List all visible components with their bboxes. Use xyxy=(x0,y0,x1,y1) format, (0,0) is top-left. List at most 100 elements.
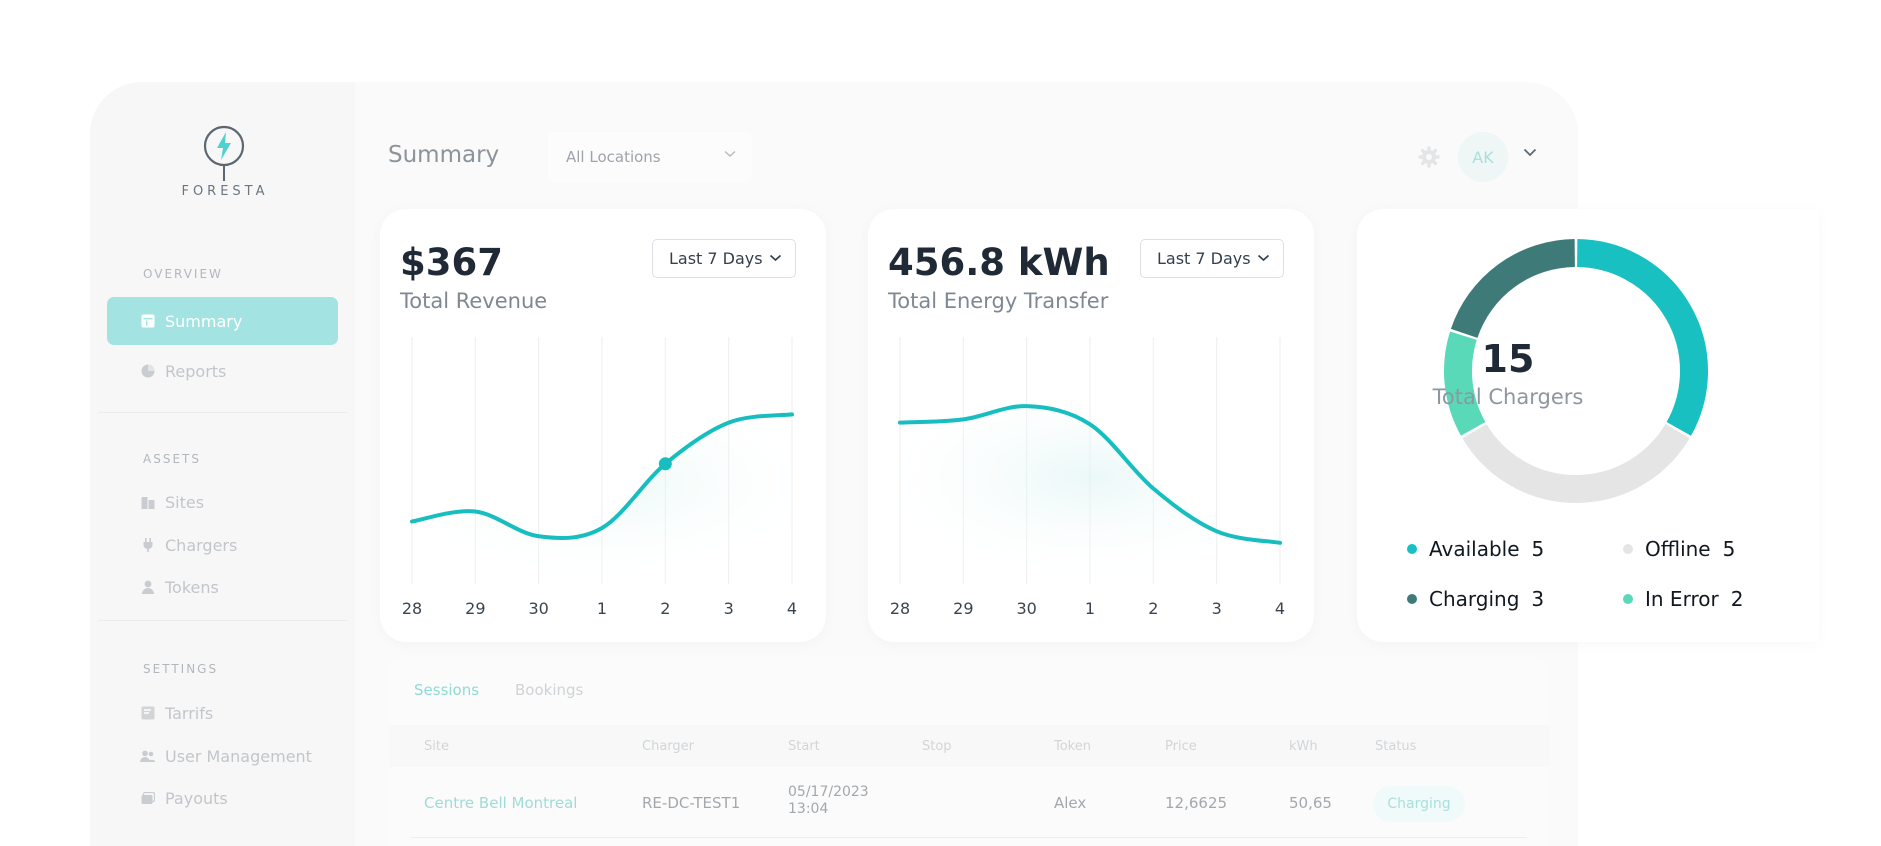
x-tick-label: 30 xyxy=(528,599,548,618)
sidebar-divider xyxy=(98,412,348,413)
tab-sessions[interactable]: Sessions xyxy=(414,681,480,699)
legend-count: 5 xyxy=(1722,537,1736,561)
column-header-price: Price xyxy=(1165,739,1197,754)
row-charger: RE-DC-TEST1 xyxy=(642,794,741,812)
x-tick-label: 3 xyxy=(1212,599,1222,618)
legend-name: Available xyxy=(1429,537,1520,561)
legend-dot xyxy=(1407,544,1417,554)
legend-item-available: Available 5 xyxy=(1407,537,1544,561)
layout-icon xyxy=(140,314,155,329)
energy-value: 456.8 kWh xyxy=(888,241,1110,284)
legend-count: 3 xyxy=(1531,587,1545,611)
row-start-time: 13:04 xyxy=(788,801,829,817)
sidebar-item-label: User Management xyxy=(165,746,312,766)
x-tick-label: 30 xyxy=(1016,599,1036,618)
legend-item-in-error: In Error 2 xyxy=(1623,587,1743,611)
tab-bookings[interactable]: Bookings xyxy=(515,681,584,699)
legend-item-charging: Charging 3 xyxy=(1407,587,1544,611)
sidebar-item-tarrifs[interactable]: Tarrifs xyxy=(107,689,338,737)
column-header-charger: Charger xyxy=(642,739,694,754)
revenue-range-select[interactable]: Last 7 Days xyxy=(652,239,796,278)
tariff-icon xyxy=(140,706,155,721)
total-chargers-value: 15 xyxy=(1481,337,1535,381)
chevron-down-icon xyxy=(1257,254,1270,262)
legend-count: 2 xyxy=(1730,587,1744,611)
revenue-series-line xyxy=(410,412,794,541)
row-price: 12,6625 xyxy=(1165,794,1228,812)
chevron-down-icon xyxy=(769,254,782,262)
section-label-overview: OVERVIEW xyxy=(143,267,223,281)
donut-segment-charging[interactable] xyxy=(1450,239,1576,339)
page-title: Summary xyxy=(388,142,500,168)
user-avatar[interactable]: AK xyxy=(1458,132,1508,182)
column-header-kwh: kWh xyxy=(1289,739,1318,754)
range-select-value: Last 7 Days xyxy=(669,249,763,268)
sidebar-item-chargers[interactable]: Chargers xyxy=(107,521,338,569)
users-icon xyxy=(140,749,155,764)
x-tick-label: 28 xyxy=(890,599,910,618)
energy-series-line xyxy=(898,404,1282,545)
x-tick-label: 1 xyxy=(1085,599,1095,618)
chargers-donut-chart xyxy=(1444,239,1708,503)
legend-dot xyxy=(1407,594,1417,604)
energy-label: Total Energy Transfer xyxy=(888,289,1109,313)
donut-segment-in-error[interactable] xyxy=(1444,331,1486,436)
revenue-card: $367 Total Revenue Last 7 Days 28 29 30 1 2 3… xyxy=(380,209,826,642)
sidebar-item-sites[interactable]: Sites xyxy=(107,478,338,526)
range-select-value: Last 7 Days xyxy=(1157,249,1251,268)
section-label-settings: SETTINGS xyxy=(143,662,219,676)
row-kwh: 50,65 xyxy=(1289,794,1332,812)
sidebar-item-user-management[interactable]: User Management xyxy=(107,732,338,780)
row-token: Alex xyxy=(1054,794,1087,812)
x-tick-label: 4 xyxy=(1275,599,1285,618)
energy-range-select[interactable]: Last 7 Days xyxy=(1140,239,1284,278)
sidebar: FORESTA OVERVIEW Summary Reports ASSETS xyxy=(90,82,355,846)
donut-segment-available[interactable] xyxy=(1576,239,1708,436)
buildings-icon xyxy=(140,495,155,510)
table-header xyxy=(389,725,1549,767)
x-tick-label: 28 xyxy=(402,599,422,618)
plug-icon xyxy=(140,538,155,553)
sidebar-item-reports[interactable]: Reports xyxy=(107,347,338,395)
column-header-stop: Stop xyxy=(922,739,952,754)
legend-name: In Error xyxy=(1645,587,1719,611)
pie-chart-icon xyxy=(140,364,155,379)
chevron-down-icon[interactable] xyxy=(1523,148,1537,157)
location-select[interactable]: All Locations xyxy=(548,132,752,182)
gear-icon[interactable] xyxy=(1418,146,1440,168)
donut-segment-offline[interactable] xyxy=(1462,423,1690,503)
chargers-card: 15 Total Chargers Available 5 Offline 5 … xyxy=(1357,209,1819,642)
x-tick-label: 29 xyxy=(953,599,973,618)
brand-name: FORESTA xyxy=(181,184,269,199)
row-site-link[interactable]: Centre Bell Montreal xyxy=(424,794,578,812)
energy-line-chart: 28 29 30 1 2 3 4 xyxy=(890,337,1285,618)
sidebar-divider xyxy=(98,620,348,621)
sidebar-item-summary[interactable]: Summary xyxy=(107,297,338,345)
column-header-start: Start xyxy=(788,739,820,754)
revenue-value: $367 xyxy=(400,241,503,284)
payouts-icon xyxy=(140,791,155,806)
legend-dot xyxy=(1623,594,1633,604)
sidebar-item-label: Reports xyxy=(165,361,227,381)
revenue-highlight-point[interactable] xyxy=(658,457,672,471)
energy-area-fill xyxy=(900,406,1280,584)
x-tick-label: 4 xyxy=(787,599,797,618)
sidebar-item-payouts[interactable]: Payouts xyxy=(107,774,338,822)
sidebar-item-label: Tarrifs xyxy=(165,703,214,723)
sidebar-item-label: Chargers xyxy=(165,535,238,555)
sessions-table: Sessions Bookings Site Charger Start Sto… xyxy=(389,657,1549,846)
energy-card: 456.8 kWh Total Energy Transfer Last 7 D… xyxy=(868,209,1314,642)
sidebar-item-tokens[interactable]: Tokens xyxy=(107,563,338,611)
legend-count: 5 xyxy=(1531,537,1545,561)
revenue-label: Total Revenue xyxy=(400,289,548,313)
user-icon xyxy=(140,580,155,595)
x-tick-label: 1 xyxy=(597,599,607,618)
row-divider xyxy=(411,837,1527,838)
legend-item-offline: Offline 5 xyxy=(1623,537,1735,561)
x-tick-label: 3 xyxy=(724,599,734,618)
legend-name: Charging xyxy=(1429,587,1520,611)
legend-dot xyxy=(1623,544,1633,554)
chevron-down-icon xyxy=(724,150,736,158)
column-header-token: Token xyxy=(1054,739,1091,754)
sidebar-item-label: Payouts xyxy=(165,788,228,808)
